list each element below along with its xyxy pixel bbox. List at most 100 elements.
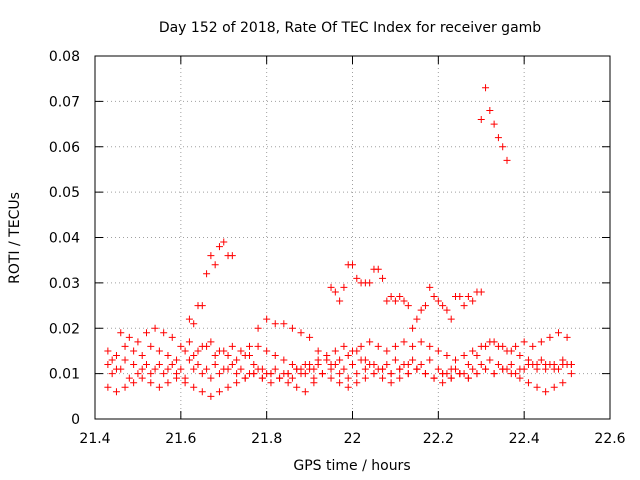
data-point [301, 388, 309, 396]
data-point [503, 156, 511, 164]
data-point [559, 379, 567, 387]
data-point [490, 370, 498, 378]
data-point [546, 361, 554, 369]
grid-lines [95, 56, 610, 419]
data-point [130, 379, 138, 387]
data-point [391, 342, 399, 350]
data-point [215, 243, 223, 251]
chart-title: Day 152 of 2018, Rate Of TEC Index for r… [159, 20, 541, 36]
data-point [477, 342, 485, 350]
data-point [327, 374, 335, 382]
data-point [224, 351, 232, 359]
data-point [147, 342, 155, 350]
data-point [207, 392, 215, 400]
data-point [421, 302, 429, 310]
data-point [297, 365, 305, 373]
data-point [336, 379, 344, 387]
data-point [537, 356, 545, 364]
series-sat-g [327, 261, 485, 332]
data-point [452, 356, 459, 364]
data-point [400, 338, 408, 346]
data-point [336, 356, 344, 364]
data-point [112, 351, 120, 359]
data-point [288, 374, 296, 382]
data-point [374, 342, 382, 350]
data-point [327, 283, 335, 291]
data-point [318, 370, 326, 378]
data-point [486, 338, 494, 346]
data-point [374, 365, 382, 373]
data-point [477, 361, 485, 369]
data-point [512, 342, 520, 350]
data-point [469, 347, 477, 355]
data-point [400, 361, 408, 369]
data-point [284, 379, 292, 387]
data-point [336, 370, 344, 378]
data-point [413, 315, 421, 323]
data-point [447, 315, 455, 323]
data-point [280, 320, 288, 328]
data-point [297, 329, 305, 337]
axis-ticks [94, 55, 611, 420]
y-tick-labels: 0 0.01 0.02 0.03 0.04 0.05 0.06 0.07 0.08 [49, 49, 80, 428]
data-point [349, 361, 356, 369]
data-point [490, 120, 498, 128]
data-point [108, 356, 116, 364]
data-point [125, 374, 133, 382]
data-point [246, 370, 253, 378]
data-point [482, 365, 490, 373]
data-point [177, 365, 185, 373]
data-point [464, 292, 472, 300]
data-point [155, 383, 163, 391]
data-point [276, 374, 284, 382]
data-point [340, 283, 348, 291]
data-point [336, 297, 344, 305]
data-point [271, 320, 279, 328]
data-point [542, 365, 550, 373]
data-point [417, 306, 425, 314]
data-point [233, 356, 241, 364]
data-point [323, 351, 331, 359]
data-point [512, 370, 520, 378]
x-tick-label: 21.4 [79, 431, 110, 447]
data-point [494, 361, 502, 369]
data-point [409, 356, 417, 364]
data-point [443, 351, 451, 359]
data-point [237, 365, 245, 373]
series-sat-c [104, 361, 575, 400]
data-point [121, 356, 129, 364]
data-point [138, 374, 146, 382]
data-point [383, 361, 391, 369]
data-point [482, 84, 490, 92]
data-point [280, 370, 288, 378]
data-point [503, 365, 511, 373]
data-point [220, 238, 228, 246]
y-tick-label: 0.02 [49, 321, 80, 337]
data-point [207, 338, 215, 346]
y-tick-label: 0.01 [49, 367, 80, 383]
data-point [391, 356, 399, 364]
data-point [155, 347, 163, 355]
data-point [331, 347, 339, 355]
data-point [340, 342, 348, 350]
data-point [280, 356, 288, 364]
data-point [357, 342, 365, 350]
data-point [469, 297, 477, 305]
data-point [516, 351, 524, 359]
data-point [198, 302, 206, 310]
y-tick-label: 0.04 [49, 231, 80, 247]
data-point [203, 365, 211, 373]
data-point [112, 388, 120, 396]
data-point [452, 365, 459, 373]
data-point [246, 351, 253, 359]
data-point [233, 370, 241, 378]
data-point [353, 274, 361, 282]
y-tick-label: 0 [71, 412, 80, 428]
data-point [434, 365, 442, 373]
data-point [533, 383, 541, 391]
data-point [121, 383, 129, 391]
data-point [477, 116, 485, 124]
data-point [117, 365, 125, 373]
data-point [434, 347, 442, 355]
